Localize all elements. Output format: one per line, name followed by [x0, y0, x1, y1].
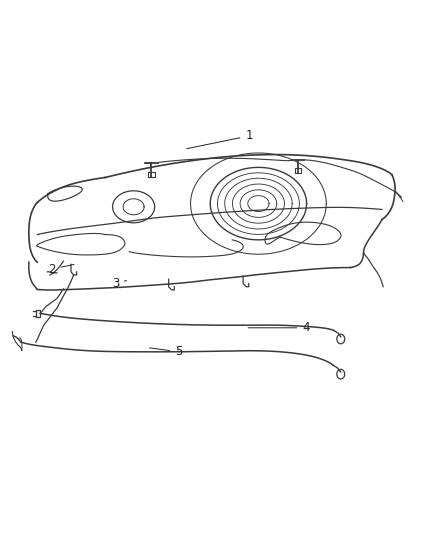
- Text: 3: 3: [112, 277, 127, 290]
- Text: 1: 1: [187, 130, 253, 149]
- Text: 5: 5: [149, 345, 183, 358]
- Text: 2: 2: [48, 263, 74, 276]
- Text: 4: 4: [248, 321, 310, 334]
